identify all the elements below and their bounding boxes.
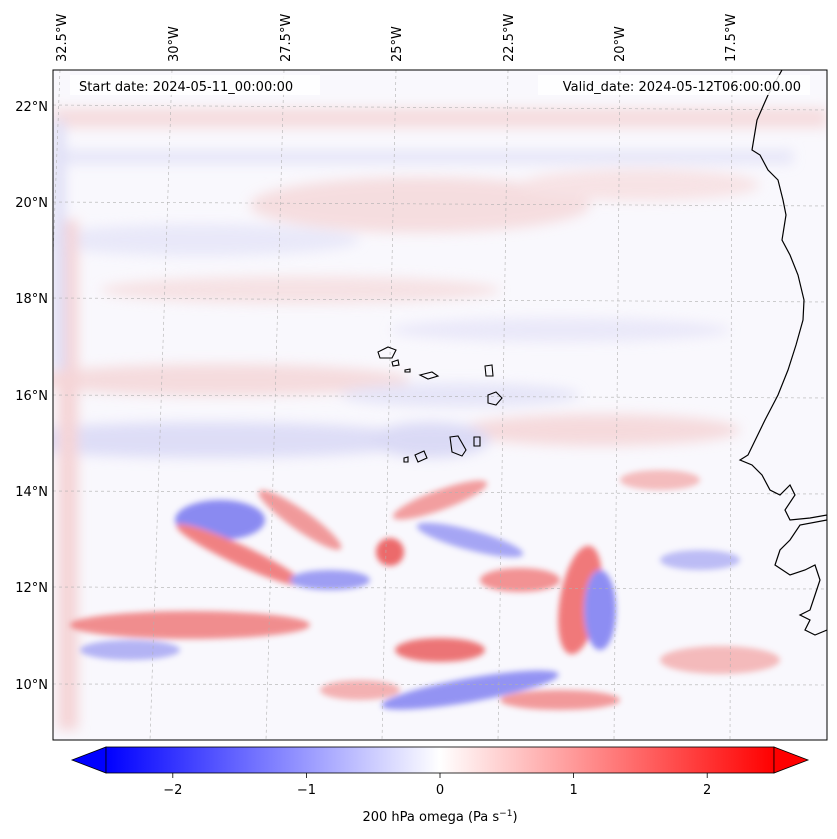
lat-tick-label: 22°N <box>15 100 48 115</box>
colorbar-label: 200 hPa omega (Pa s−1) <box>362 809 517 825</box>
lat-tick-label: 14°N <box>15 485 48 500</box>
omega-field <box>53 70 827 740</box>
valid-date-label: Valid_date: 2024-05-12T06:00:00.00 <box>563 80 801 95</box>
colorbar-tick-label: −2 <box>163 783 182 798</box>
colorbar-tick-label: 0 <box>436 783 444 798</box>
colorbar-min-extend <box>70 746 107 774</box>
colorbar-tick-label: 1 <box>569 783 577 798</box>
colorbar-ticks: −2 −1 0 1 2 <box>163 773 711 798</box>
map-frame <box>52 69 828 741</box>
lon-tick-label: 30°W <box>167 26 182 62</box>
coastline <box>738 70 827 636</box>
lat-tick-label: 10°N <box>15 678 48 693</box>
lon-tick-label: 20°W <box>613 26 628 62</box>
cape-verde-islands <box>377 346 503 463</box>
start-date-label: Start date: 2024-05-11_00:00:00 <box>79 80 293 95</box>
lon-tick-label: 32.5°W <box>55 14 70 62</box>
colorbar-tick-label: −1 <box>297 783 316 798</box>
colorbar-gradient <box>105 746 775 774</box>
colorbar: −2 −1 0 1 2 200 hPa omega (Pa s−1) <box>70 746 810 825</box>
graticule <box>53 70 827 740</box>
lon-tick-label: 17.5°W <box>724 14 739 62</box>
lon-tick-label: 25°W <box>390 26 405 62</box>
lon-tick-label: 27.5°W <box>279 14 294 62</box>
lat-tick-label: 16°N <box>15 389 48 404</box>
lat-tick-label: 18°N <box>15 292 48 307</box>
lat-tick-label: 20°N <box>15 196 48 211</box>
map-panel: Start date: 2024-05-11_00:00:00 Valid_da… <box>15 14 828 741</box>
colorbar-max-extend <box>773 746 810 774</box>
colorbar-tick-label: 2 <box>703 783 711 798</box>
lon-tick-label: 22.5°W <box>502 14 517 62</box>
lat-tick-label: 12°N <box>15 581 48 596</box>
